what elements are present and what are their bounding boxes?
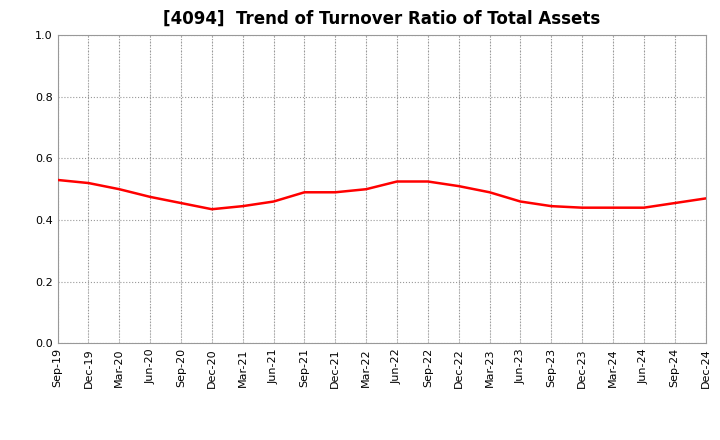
Title: [4094]  Trend of Turnover Ratio of Total Assets: [4094] Trend of Turnover Ratio of Total … [163, 10, 600, 28]
